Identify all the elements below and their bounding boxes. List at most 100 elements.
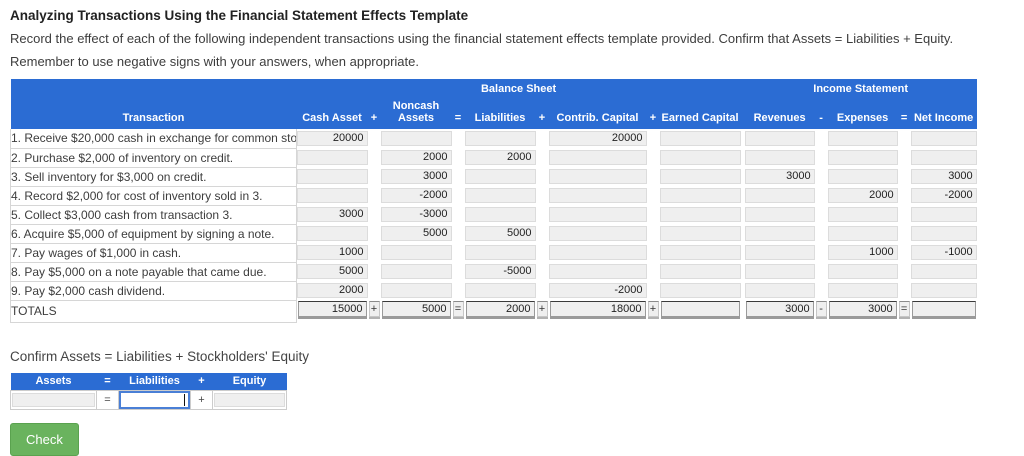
liabilities-cell[interactable] <box>464 131 536 146</box>
separator-cell <box>646 281 660 300</box>
expenses-cell[interactable]: 2000 <box>827 188 898 203</box>
expenses-cell[interactable]: 1000 <box>827 245 898 260</box>
expenses-cell[interactable] <box>827 226 898 241</box>
expenses-cell[interactable] <box>827 169 898 184</box>
net-income-cell[interactable]: -2000 <box>910 188 977 203</box>
total-cash-asset-cell[interactable]: 15000 <box>298 301 367 317</box>
separator-cell <box>367 262 381 281</box>
transaction-row: 9. Pay $2,000 cash dividend. 2000 -2000 <box>10 281 977 301</box>
liabilities-cell[interactable]: 2000 <box>464 150 536 165</box>
total-earned-capital-cell[interactable] <box>660 301 740 317</box>
separator-cell <box>451 186 465 205</box>
noncash-assets-cell[interactable] <box>380 264 452 279</box>
separator-cell <box>535 129 549 148</box>
noncash-assets-cell[interactable] <box>380 131 452 146</box>
cash-asset-cell[interactable] <box>297 150 368 165</box>
plus-symbol: + <box>646 99 660 129</box>
earned-capital-cell[interactable] <box>659 207 741 222</box>
liabilities-cell[interactable] <box>464 207 536 222</box>
net-income-cell[interactable] <box>910 264 977 279</box>
liabilities-cell[interactable]: 5000 <box>464 226 536 241</box>
revenues-cell[interactable] <box>744 264 815 279</box>
contrib-capital-cell[interactable] <box>548 207 647 222</box>
cash-asset-cell[interactable]: 2000 <box>297 283 368 298</box>
earned-capital-cell[interactable] <box>659 245 741 260</box>
separator-cell <box>535 148 549 167</box>
revenues-cell[interactable]: 3000 <box>744 169 815 184</box>
total-expenses-cell[interactable]: 3000 <box>828 301 897 317</box>
cash-asset-cell[interactable] <box>297 188 368 203</box>
earned-capital-cell[interactable] <box>659 283 741 298</box>
liabilities-cell[interactable] <box>464 188 536 203</box>
cash-asset-cell[interactable]: 1000 <box>297 245 368 260</box>
contrib-capital-cell[interactable] <box>548 188 647 203</box>
cash-asset-cell[interactable]: 20000 <box>297 131 368 146</box>
noncash-assets-cell[interactable]: -2000 <box>380 188 452 203</box>
revenues-cell[interactable] <box>744 188 815 203</box>
noncash-assets-cell[interactable]: 5000 <box>380 226 452 241</box>
net-income-cell[interactable] <box>910 283 977 298</box>
check-button[interactable]: Check <box>10 423 79 456</box>
separator-cell <box>646 186 660 205</box>
noncash-assets-cell[interactable] <box>380 283 452 298</box>
revenues-cell[interactable] <box>744 150 815 165</box>
cash-asset-cell[interactable] <box>297 169 368 184</box>
total-contrib-capital-cell[interactable]: 18000 <box>549 301 646 317</box>
assets-answer-cell[interactable] <box>12 393 95 407</box>
earned-capital-cell[interactable] <box>659 264 741 279</box>
separator-cell <box>814 129 828 148</box>
expenses-cell[interactable] <box>827 283 898 298</box>
contrib-capital-cell[interactable]: -2000 <box>548 283 647 298</box>
transaction-row: 5. Collect $3,000 cash from transaction … <box>10 205 977 225</box>
earned-capital-cell[interactable] <box>659 131 741 146</box>
expenses-cell[interactable] <box>827 207 898 222</box>
minus-symbol: - <box>814 99 828 129</box>
noncash-assets-cell[interactable]: 3000 <box>380 169 452 184</box>
total-net-income-cell[interactable] <box>911 301 976 317</box>
contrib-capital-cell[interactable] <box>548 169 647 184</box>
contrib-capital-cell[interactable] <box>548 226 647 241</box>
expenses-cell[interactable] <box>827 264 898 279</box>
earned-capital-cell[interactable] <box>659 188 741 203</box>
liabilities-cell[interactable] <box>464 245 536 260</box>
contrib-capital-cell[interactable]: 20000 <box>548 131 647 146</box>
contrib-capital-cell[interactable] <box>548 245 647 260</box>
liabilities-input[interactable] <box>119 391 190 409</box>
liabilities-cell[interactable]: -5000 <box>464 264 536 279</box>
cash-asset-cell[interactable]: 5000 <box>297 264 368 279</box>
contrib-capital-cell[interactable] <box>548 264 647 279</box>
liabilities-cell[interactable] <box>464 283 536 298</box>
equity-answer-cell[interactable] <box>214 393 285 407</box>
revenues-cell[interactable] <box>744 226 815 241</box>
noncash-assets-cell[interactable]: 2000 <box>380 150 452 165</box>
revenues-cell[interactable] <box>744 283 815 298</box>
total-revenues-cell[interactable]: 3000 <box>745 301 814 317</box>
cash-asset-cell[interactable] <box>297 226 368 241</box>
earned-capital-cell[interactable] <box>659 169 741 184</box>
expenses-cell[interactable] <box>827 150 898 165</box>
revenues-cell[interactable] <box>744 207 815 222</box>
revenues-cell[interactable] <box>744 245 815 260</box>
earned-capital-cell[interactable] <box>659 150 741 165</box>
transaction-row: 8. Pay $5,000 on a note payable that cam… <box>10 262 977 282</box>
noncash-assets-cell[interactable]: -3000 <box>380 207 452 222</box>
net-income-cell[interactable]: 3000 <box>910 169 977 184</box>
noncash-assets-cell[interactable] <box>380 245 452 260</box>
net-income-cell[interactable]: -1000 <box>910 245 977 260</box>
expenses-cell[interactable] <box>827 131 898 146</box>
transaction-label: 6. Acquire $5,000 of equipment by signin… <box>10 224 297 244</box>
separator-cell <box>814 167 828 186</box>
net-income-cell[interactable] <box>910 150 977 165</box>
revenues-cell[interactable] <box>744 131 815 146</box>
liabilities-cell[interactable] <box>464 169 536 184</box>
separator-cell <box>451 148 465 167</box>
net-income-cell[interactable] <box>910 226 977 241</box>
total-liabilities-cell[interactable]: 2000 <box>465 301 535 317</box>
earned-capital-cell[interactable] <box>659 226 741 241</box>
total-noncash-assets-cell[interactable]: 5000 <box>381 301 451 317</box>
net-income-cell[interactable] <box>910 207 977 222</box>
cash-asset-cell[interactable]: 3000 <box>297 207 368 222</box>
transaction-row: 1. Receive $20,000 cash in exchange for … <box>10 129 977 149</box>
contrib-capital-cell[interactable] <box>548 150 647 165</box>
net-income-cell[interactable] <box>910 131 977 146</box>
